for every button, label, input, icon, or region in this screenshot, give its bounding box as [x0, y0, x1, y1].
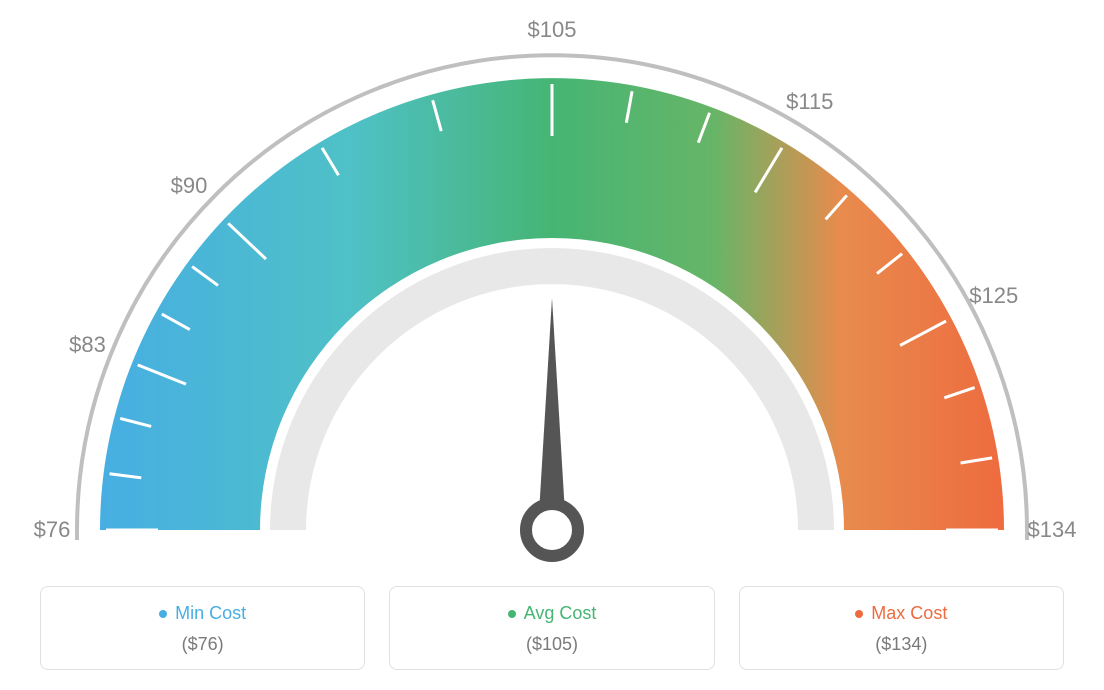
gauge-area: $76 $83 $90 $105 $115 $125 $134 — [0, 0, 1104, 570]
gauge-svg — [0, 0, 1104, 570]
legend-value: ($105) — [402, 634, 701, 655]
tick-label: $125 — [969, 283, 1018, 309]
tick-label: $105 — [528, 17, 577, 43]
legend-label: Max Cost — [871, 603, 947, 624]
legend-value: ($134) — [752, 634, 1051, 655]
legend-label: Min Cost — [175, 603, 246, 624]
legend-card-min: Min Cost ($76) — [40, 586, 365, 670]
tick-label: $76 — [34, 517, 71, 543]
tick-label: $115 — [786, 89, 833, 115]
tick-label: $134 — [1028, 517, 1077, 543]
cost-gauge-chart: $76 $83 $90 $105 $115 $125 $134 Min Cost ($76) A… — [0, 0, 1104, 690]
tick-label: $90 — [171, 173, 208, 199]
legend-value: ($76) — [53, 634, 352, 655]
legend-dot-icon — [855, 610, 863, 618]
legend-title: Max Cost — [855, 603, 947, 624]
legend-title: Min Cost — [159, 603, 246, 624]
legend-title: Avg Cost — [508, 603, 597, 624]
legend-row: Min Cost ($76) Avg Cost ($105) Max Cost ($134… — [40, 586, 1064, 670]
legend-label: Avg Cost — [524, 603, 597, 624]
legend-card-max: Max Cost ($134) — [739, 586, 1064, 670]
legend-card-avg: Avg Cost ($105) — [389, 586, 714, 670]
legend-dot-icon — [508, 610, 516, 618]
legend-dot-icon — [159, 610, 167, 618]
tick-label: $83 — [69, 332, 106, 358]
